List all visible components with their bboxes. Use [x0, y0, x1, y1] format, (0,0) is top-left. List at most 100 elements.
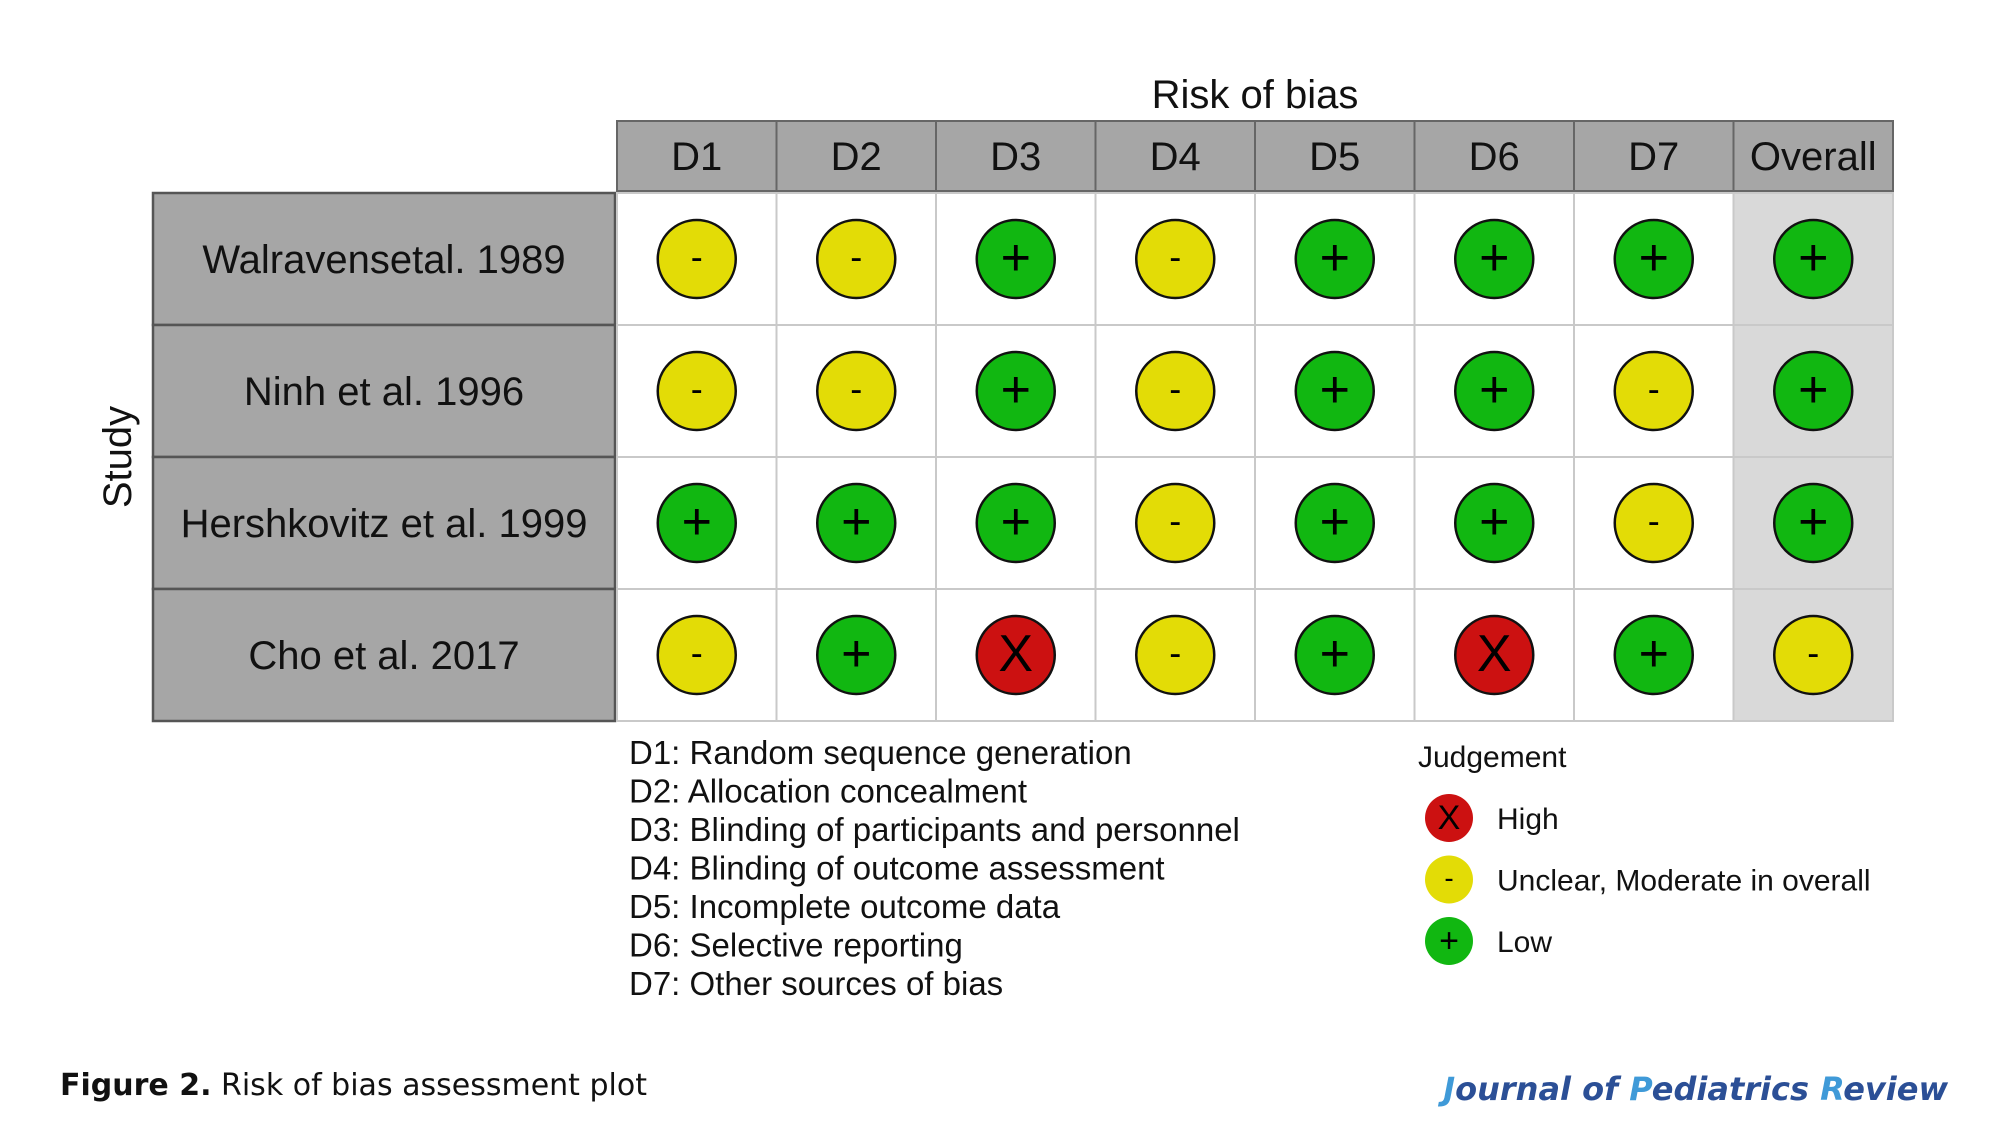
- judgement-symbol: +: [841, 625, 871, 683]
- judgement-symbol: X: [998, 625, 1033, 683]
- journal-logo-part: J: [1443, 1070, 1456, 1108]
- column-header-label: Overall: [1750, 135, 1877, 179]
- judgement-marker: [1773, 482, 1854, 564]
- judgement-marker: [1773, 350, 1854, 432]
- judgement-symbol: +: [1798, 229, 1828, 287]
- column-header-label: D1: [671, 135, 722, 179]
- judgement-marker: [1773, 218, 1854, 300]
- judgement-marker: [975, 482, 1056, 564]
- judgement-marker: [656, 350, 737, 432]
- y-axis-label: Study: [96, 406, 140, 508]
- judgement-marker: [656, 614, 737, 696]
- journal-logo-part: ediatrics: [1651, 1070, 1821, 1108]
- judgement-marker: [816, 482, 897, 564]
- judgement-marker: [1613, 614, 1694, 696]
- judgement-symbol: +: [1479, 493, 1509, 551]
- judgement-symbol: -: [691, 632, 703, 673]
- judgement-symbol: +: [1320, 229, 1350, 287]
- legend-symbol: X: [1438, 799, 1461, 837]
- legend-marker: [1425, 917, 1473, 965]
- judgement-symbol: -: [1169, 632, 1181, 673]
- journal-logo-part: R: [1820, 1070, 1844, 1108]
- judgement-symbol: +: [1001, 229, 1031, 287]
- judgement-symbol: +: [1001, 361, 1031, 419]
- judgement-marker: [1613, 350, 1694, 432]
- judgement-symbol: -: [850, 236, 862, 277]
- judgement-symbol: X: [1477, 625, 1512, 683]
- legend-title: Judgement: [1418, 741, 1567, 774]
- judgement-marker: [1773, 614, 1854, 696]
- column-header-cell: [1413, 120, 1575, 192]
- judgement-marker: [1454, 482, 1535, 564]
- judgement-symbol: -: [1169, 500, 1181, 541]
- judgement-marker: [1135, 350, 1216, 432]
- column-header-label: D2: [831, 135, 882, 179]
- column-header-label: D6: [1469, 135, 1520, 179]
- caption-text: Risk of bias assessment plot: [211, 1068, 647, 1103]
- judgement-marker: [1135, 218, 1216, 300]
- judgement-marker: [816, 218, 897, 300]
- judgement-symbol: -: [691, 368, 703, 409]
- judgement-symbol: -: [850, 368, 862, 409]
- study-label: Walravensetal. 1989: [202, 238, 565, 282]
- legend-symbol: -: [1444, 863, 1453, 894]
- legend-label: Low: [1497, 926, 1552, 959]
- domain-key-item: D1: Random sequence generation: [629, 734, 1132, 771]
- judgement-marker: [1294, 482, 1375, 564]
- column-header-label: D3: [990, 135, 1041, 179]
- domain-key-item: D3: Blinding of participants and personn…: [629, 811, 1240, 848]
- study-label-cell: [151, 587, 617, 723]
- judgement-marker: [975, 218, 1056, 300]
- judgement-symbol: -: [691, 236, 703, 277]
- judgement-marker: [975, 614, 1056, 696]
- judgement-symbol: +: [682, 493, 712, 551]
- legend-marker: [1425, 794, 1473, 842]
- judgement-marker: [1454, 350, 1535, 432]
- judgement-symbol: +: [1320, 361, 1350, 419]
- judgement-symbol: -: [1169, 236, 1181, 277]
- caption-label: Figure 2.: [60, 1068, 212, 1103]
- chart-title: Risk of bias: [1152, 73, 1359, 117]
- domain-key-item: D4: Blinding of outcome assessment: [629, 850, 1165, 887]
- judgement-symbol: +: [1479, 229, 1509, 287]
- domain-key-item: D5: Incomplete outcome data: [629, 888, 1061, 925]
- column-header-cell: [1254, 120, 1416, 192]
- study-label: Cho et al. 2017: [248, 634, 519, 678]
- figure-caption: Figure 2. Risk of bias assessment plot: [60, 1068, 647, 1103]
- judgement-symbol: -: [1169, 368, 1181, 409]
- judgement-symbol: +: [1479, 361, 1509, 419]
- legend-marker: [1425, 855, 1473, 904]
- legend-symbol: +: [1439, 922, 1459, 960]
- judgement-symbol: +: [841, 493, 871, 551]
- judgement-symbol: -: [1807, 632, 1819, 673]
- judgement-marker: [656, 218, 737, 300]
- column-header-cell: [1573, 120, 1735, 192]
- journal-logo-part: eview: [1843, 1070, 1948, 1108]
- journal-logo: Journal of Pediatrics Review: [1443, 1070, 1948, 1108]
- judgement-marker: [656, 482, 737, 564]
- study-label-cell: [151, 323, 617, 459]
- judgement-marker: [975, 350, 1056, 432]
- judgement-marker: [1613, 482, 1694, 564]
- column-header-cell: [775, 120, 937, 192]
- judgement-marker: [1454, 614, 1535, 696]
- judgement-marker: [816, 614, 897, 696]
- judgement-symbol: +: [1639, 229, 1669, 287]
- judgement-marker: [1135, 482, 1216, 564]
- column-header-label: D5: [1309, 135, 1360, 179]
- judgement-symbol: +: [1320, 625, 1350, 683]
- judgement-cell: [1413, 588, 1575, 722]
- judgement-symbol: +: [1639, 625, 1669, 683]
- judgement-marker: [1294, 614, 1375, 696]
- judgement-marker: [1454, 218, 1535, 300]
- judgement-marker: [816, 350, 897, 432]
- column-header-cell: [935, 120, 1097, 192]
- study-label: Hershkovitz et al. 1999: [181, 502, 588, 546]
- column-header-label: D4: [1150, 135, 1201, 179]
- domain-key-item: D2: Allocation concealment: [629, 773, 1027, 810]
- column-header-label: D7: [1628, 135, 1679, 179]
- judgement-symbol: -: [1648, 500, 1660, 541]
- judgement-marker: [1135, 614, 1216, 696]
- column-header-cell: [1732, 120, 1894, 192]
